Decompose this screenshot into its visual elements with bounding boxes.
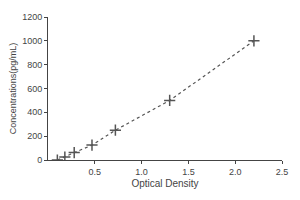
svg-text:2.5: 2.5	[276, 167, 289, 177]
svg-text:2.0: 2.0	[229, 167, 242, 177]
svg-text:0: 0	[37, 155, 42, 165]
svg-text:0.5: 0.5	[89, 167, 102, 177]
svg-text:600: 600	[27, 84, 42, 94]
svg-text:1.5: 1.5	[182, 167, 195, 177]
svg-text:800: 800	[27, 60, 42, 70]
svg-text:1.0: 1.0	[135, 167, 148, 177]
svg-text:Concentrations(pg/mL): Concentrations(pg/mL)	[8, 43, 18, 135]
svg-text:1000: 1000	[22, 36, 42, 46]
svg-text:400: 400	[27, 107, 42, 117]
svg-text:200: 200	[27, 131, 42, 141]
svg-text:1200: 1200	[22, 12, 42, 22]
svg-text:Optical Density: Optical Density	[131, 178, 198, 189]
